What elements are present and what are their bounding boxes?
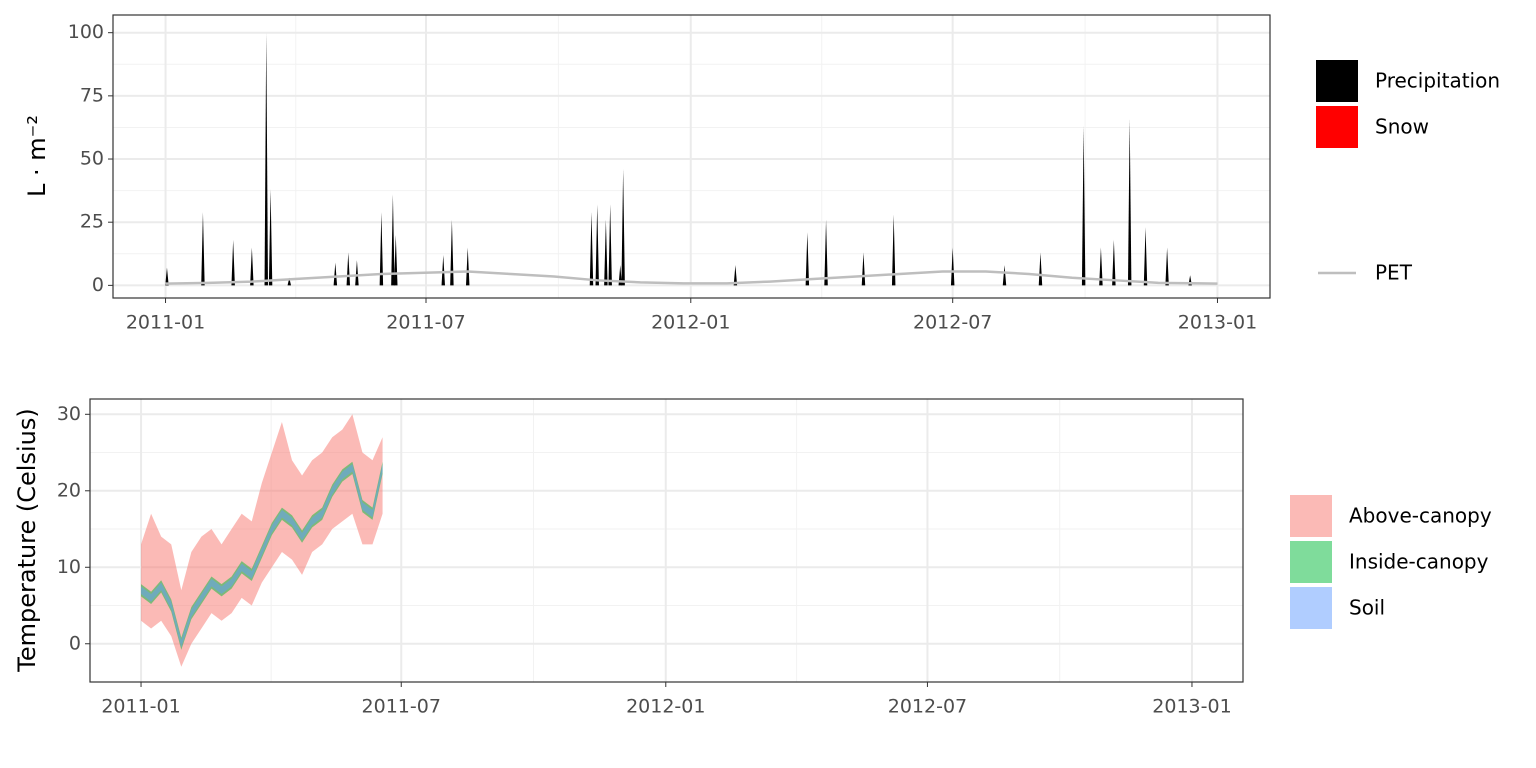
precipitation-spike xyxy=(805,232,810,286)
precipitation-spike xyxy=(264,32,268,286)
y-tick-label: 100 xyxy=(68,21,104,43)
precipitation-spike xyxy=(450,219,454,286)
precipitation-spike xyxy=(824,219,828,286)
precipitation-spike xyxy=(733,265,738,286)
legend-label: Inside-canopy xyxy=(1349,550,1489,574)
x-tick-label: 2011-07 xyxy=(362,696,441,718)
precipitation-spike xyxy=(1112,239,1116,286)
legend-key xyxy=(1290,495,1332,537)
precipitation-spike xyxy=(1081,126,1086,286)
y-tick-label: 50 xyxy=(80,148,104,170)
precipitation-spike xyxy=(466,247,470,286)
precipitation-spike xyxy=(1143,227,1148,286)
y-axis-title: L · m⁻² xyxy=(23,115,51,197)
precipitation-spike xyxy=(891,214,896,286)
x-tick-label: 2012-07 xyxy=(888,696,967,718)
precipitation-spike xyxy=(950,247,955,286)
x-tick-label: 2012-07 xyxy=(913,312,992,334)
legend-key xyxy=(1290,541,1332,583)
precipitation-spike xyxy=(346,252,351,286)
precipitation-spike xyxy=(391,194,395,286)
x-tick-label: 2012-01 xyxy=(626,696,705,718)
pet-line xyxy=(165,270,1218,285)
x-tick-label: 2011-07 xyxy=(386,312,465,334)
precipitation-spike xyxy=(1127,118,1132,286)
precipitation-spike xyxy=(287,277,292,286)
precipitation-spike xyxy=(165,267,169,286)
y-tick-label: 30 xyxy=(57,403,81,425)
legend-key xyxy=(1316,60,1358,102)
y-tick-label: 25 xyxy=(80,211,104,233)
precipitation-spike xyxy=(1038,252,1043,286)
y-tick-label: 75 xyxy=(80,84,104,106)
legend-key xyxy=(1290,587,1332,629)
precipitation-spike xyxy=(608,204,612,286)
precipitation-spike xyxy=(379,212,384,286)
precipitation-spike xyxy=(1099,247,1103,286)
precipitation-spike xyxy=(1002,265,1007,286)
temperature-ribbon xyxy=(141,464,383,648)
y-tick-label: 0 xyxy=(92,274,104,296)
precipitation-spike xyxy=(355,260,359,286)
x-tick-label: 2013-01 xyxy=(1152,696,1231,718)
x-tick-label: 2011-01 xyxy=(126,312,205,334)
precipitation-spike xyxy=(589,212,594,286)
legend-key xyxy=(1316,106,1358,148)
x-tick-label: 2011-01 xyxy=(101,696,180,718)
precipitation-spike xyxy=(268,189,273,286)
x-tick-label: 2012-01 xyxy=(651,312,730,334)
y-tick-label: 0 xyxy=(69,632,81,654)
precipitation-spike xyxy=(604,219,608,286)
precipitation-spike xyxy=(861,252,866,286)
legend-label: Snow xyxy=(1375,115,1429,139)
panel-border xyxy=(112,14,1271,299)
panel-border xyxy=(89,398,1244,683)
legend-label: Precipitation xyxy=(1375,69,1500,93)
precipitation-spike xyxy=(250,247,254,286)
precipitation-spike xyxy=(441,255,445,286)
x-tick-label: 2013-01 xyxy=(1178,312,1257,334)
legend-label: PET xyxy=(1375,261,1413,285)
precipitation-spike xyxy=(201,212,205,286)
y-tick-label: 10 xyxy=(57,556,81,578)
y-tick-label: 20 xyxy=(57,479,81,501)
precipitation-spike xyxy=(394,234,398,286)
legend-label: Above-canopy xyxy=(1349,504,1492,528)
precipitation-spike xyxy=(1165,247,1169,286)
precipitation-spike xyxy=(333,262,338,286)
y-axis-title: Temperature (Celsius) xyxy=(13,408,41,672)
precipitation-spike xyxy=(595,204,599,286)
precipitation-spike xyxy=(621,169,625,286)
precipitation-spike xyxy=(231,239,235,286)
legend-label: Soil xyxy=(1349,596,1385,620)
